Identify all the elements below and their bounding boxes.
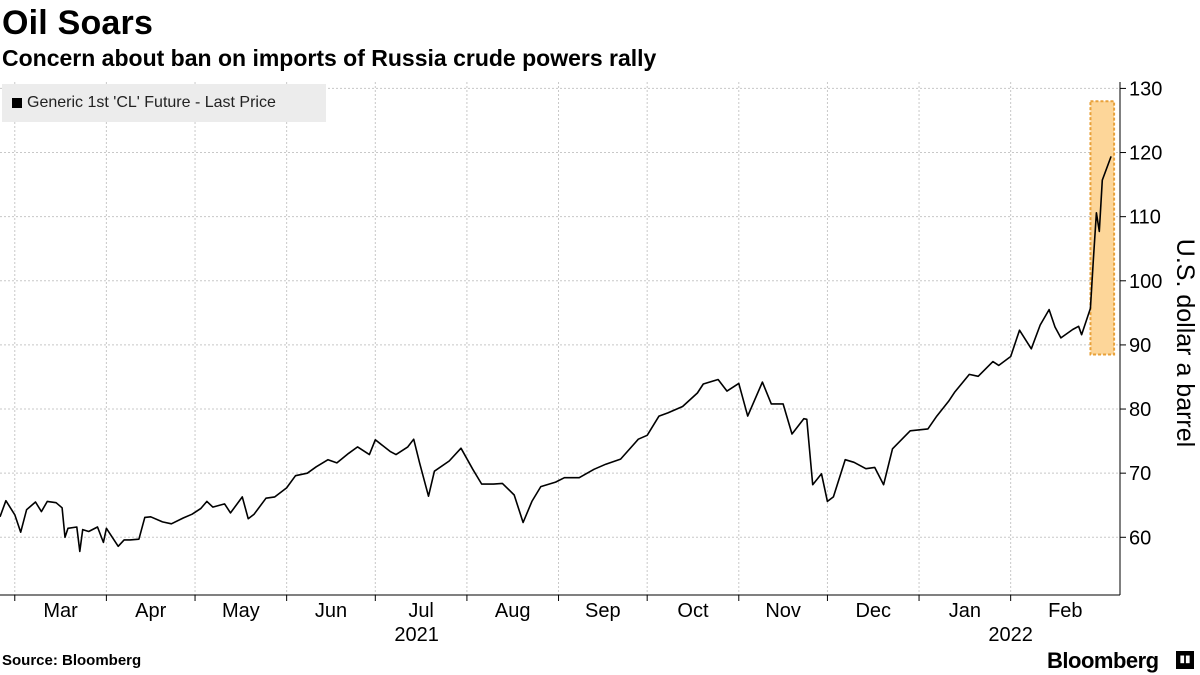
y-tick-labels: 60 70 80 90 100 110 120 130 [1129,78,1162,549]
series-line [0,156,1112,553]
chart-subtitle: Concern about ban on imports of Russia c… [2,45,657,71]
x-tick-label: Mar [43,600,78,622]
x-year-label: 2022 [988,624,1033,646]
legend-swatch [12,98,22,108]
y-tick-label: 80 [1129,399,1151,421]
x-tick-label: Apr [135,600,166,622]
x-tick-label: Nov [765,600,801,622]
y-axis-label: U.S. dollar a barrel [1171,239,1199,447]
x-tick-label: Jun [315,600,347,622]
chart-title: Oil Soars [2,4,154,42]
legend-label: Generic 1st 'CL' Future - Last Price [27,94,276,111]
legend: Generic 1st 'CL' Future - Last Price [2,84,326,122]
y-tick-label: 130 [1129,78,1162,100]
x-year-label: 2021 [394,624,439,646]
y-tick-label: 90 [1129,335,1151,357]
highlight-region [1089,100,1116,356]
y-tick-label: 120 [1129,143,1162,165]
y-tick-label: 110 [1129,207,1161,229]
x-tick-label: Dec [855,600,891,622]
x-tick-label: Jan [949,600,981,622]
x-tick-label: Oct [677,600,709,622]
highlight-box [1089,100,1116,356]
grid-lines [0,82,1120,595]
x-tick-label: Sep [585,600,621,622]
series-lines [0,156,1112,553]
x-tick-label: Aug [495,600,531,622]
x-tick-label: Feb [1048,600,1082,622]
x-tick-label: May [222,600,260,622]
y-tick-label: 100 [1129,271,1162,293]
x-tick-labels: Mar Apr May Jun Jul Aug Sep Oct Nov Dec Jan Feb 2021… [43,600,1082,646]
y-tick-label: 60 [1129,527,1151,549]
axes [0,82,1126,601]
y-tick-label: 70 [1129,463,1151,485]
bloomberg-logo-icon: ▮▮ [1176,651,1194,669]
brand-logo: Bloomberg [1047,648,1159,673]
x-tick-label: Jul [408,600,434,622]
source-note: Source: Bloomberg [2,652,142,669]
